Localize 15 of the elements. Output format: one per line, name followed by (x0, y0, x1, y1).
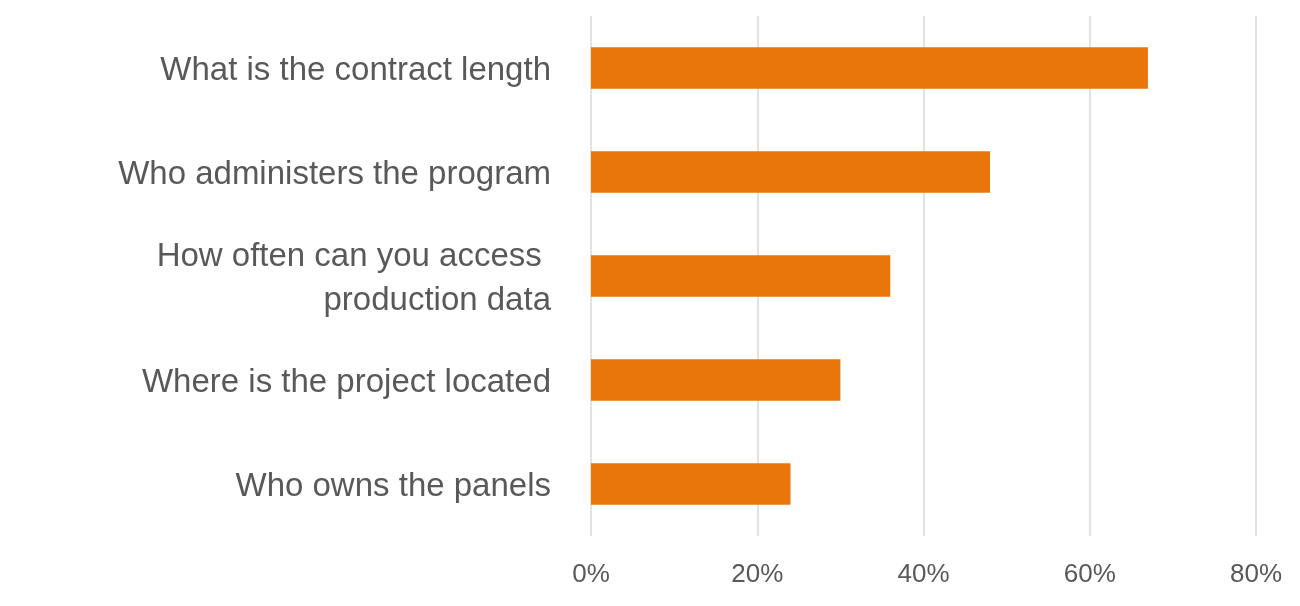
y-tick-label: Where is the project located (141, 361, 551, 399)
y-tick-label: Who administers the program (118, 153, 551, 191)
x-tick-label: 40% (897, 558, 950, 588)
x-tick-label: 60% (1063, 558, 1116, 588)
bar (591, 255, 891, 297)
bar (591, 359, 841, 401)
y-tick-label: How often can you access production data (156, 235, 552, 317)
bar (591, 151, 990, 193)
y-tick-label: What is the contract length (160, 49, 551, 87)
x-tick-label: 0% (572, 558, 610, 588)
x-tick-label: 20% (731, 558, 784, 588)
bar (591, 47, 1148, 89)
y-tick-label: Who owns the panels (235, 465, 551, 503)
bar (591, 463, 791, 505)
x-tick-label: 80% (1229, 558, 1283, 588)
